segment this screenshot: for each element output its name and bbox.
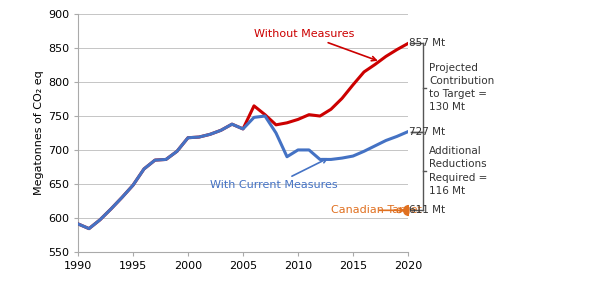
Text: Projected
Contribution
to Target =
130 Mt: Projected Contribution to Target = 130 M… bbox=[429, 63, 494, 112]
Text: Canadian Target: Canadian Target bbox=[331, 205, 422, 215]
Text: With Current Measures: With Current Measures bbox=[210, 159, 338, 190]
Y-axis label: Megatonnes of CO₂ eq: Megatonnes of CO₂ eq bbox=[34, 71, 44, 195]
Text: Additional
Reductions
Required =
116 Mt: Additional Reductions Required = 116 Mt bbox=[429, 146, 487, 196]
Text: 727 Mt: 727 Mt bbox=[409, 127, 445, 137]
Text: 857 Mt: 857 Mt bbox=[409, 38, 445, 48]
Text: 611 Mt: 611 Mt bbox=[409, 205, 445, 215]
Text: Without Measures: Without Measures bbox=[254, 29, 376, 61]
